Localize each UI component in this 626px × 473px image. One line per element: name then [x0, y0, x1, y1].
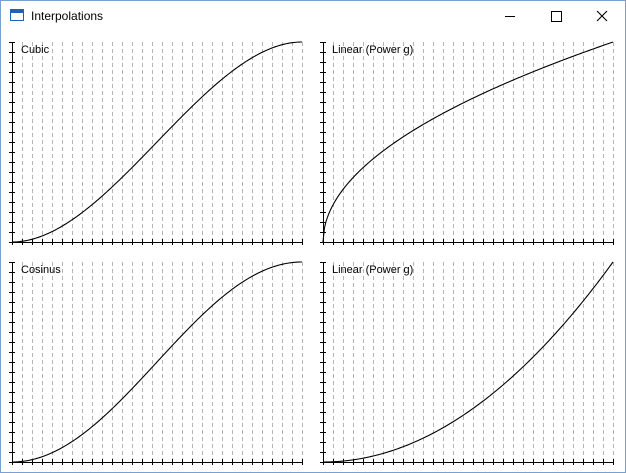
- grid-lines: [333, 262, 614, 462]
- plot-area: Cubic Linear (Power g) Cosinus Linear (Powe…: [1, 32, 625, 472]
- grid-lines: [333, 42, 614, 242]
- interpolation-plots: Cubic Linear (Power g) Cosinus Linear (Powe…: [9, 41, 614, 465]
- minimize-icon: [505, 16, 515, 17]
- close-icon: [596, 10, 608, 22]
- plot-label: Linear (Power g): [332, 264, 413, 276]
- maximize-button[interactable]: [533, 1, 579, 32]
- plot-panel-2: Linear (Power g): [320, 41, 614, 245]
- maximize-icon: [551, 11, 562, 22]
- interpolation-curve: [322, 41, 614, 243]
- interpolation-curve: [11, 261, 303, 463]
- grid-lines: [22, 262, 303, 462]
- plot-panel-4: Linear (Power g): [320, 261, 614, 465]
- axis-ticks: [320, 262, 614, 465]
- plot-panel-3: Cosinus: [9, 261, 303, 465]
- title-bar[interactable]: Interpolations: [1, 1, 625, 32]
- plot-panel-1: Cubic: [9, 41, 303, 245]
- axis-ticks: [320, 42, 614, 245]
- axis-ticks: [9, 42, 303, 245]
- grid-lines: [22, 42, 303, 242]
- window-icon[interactable]: [10, 9, 24, 21]
- minimize-button[interactable]: [487, 1, 533, 32]
- window-title: Interpolations: [31, 9, 104, 23]
- plot-label: Cosinus: [21, 264, 61, 276]
- interpolation-curve: [323, 261, 614, 463]
- close-button[interactable]: [579, 1, 625, 32]
- interpolation-curve: [11, 41, 303, 243]
- plot-label: Linear (Power g): [332, 44, 413, 56]
- plot-label: Cubic: [21, 44, 50, 56]
